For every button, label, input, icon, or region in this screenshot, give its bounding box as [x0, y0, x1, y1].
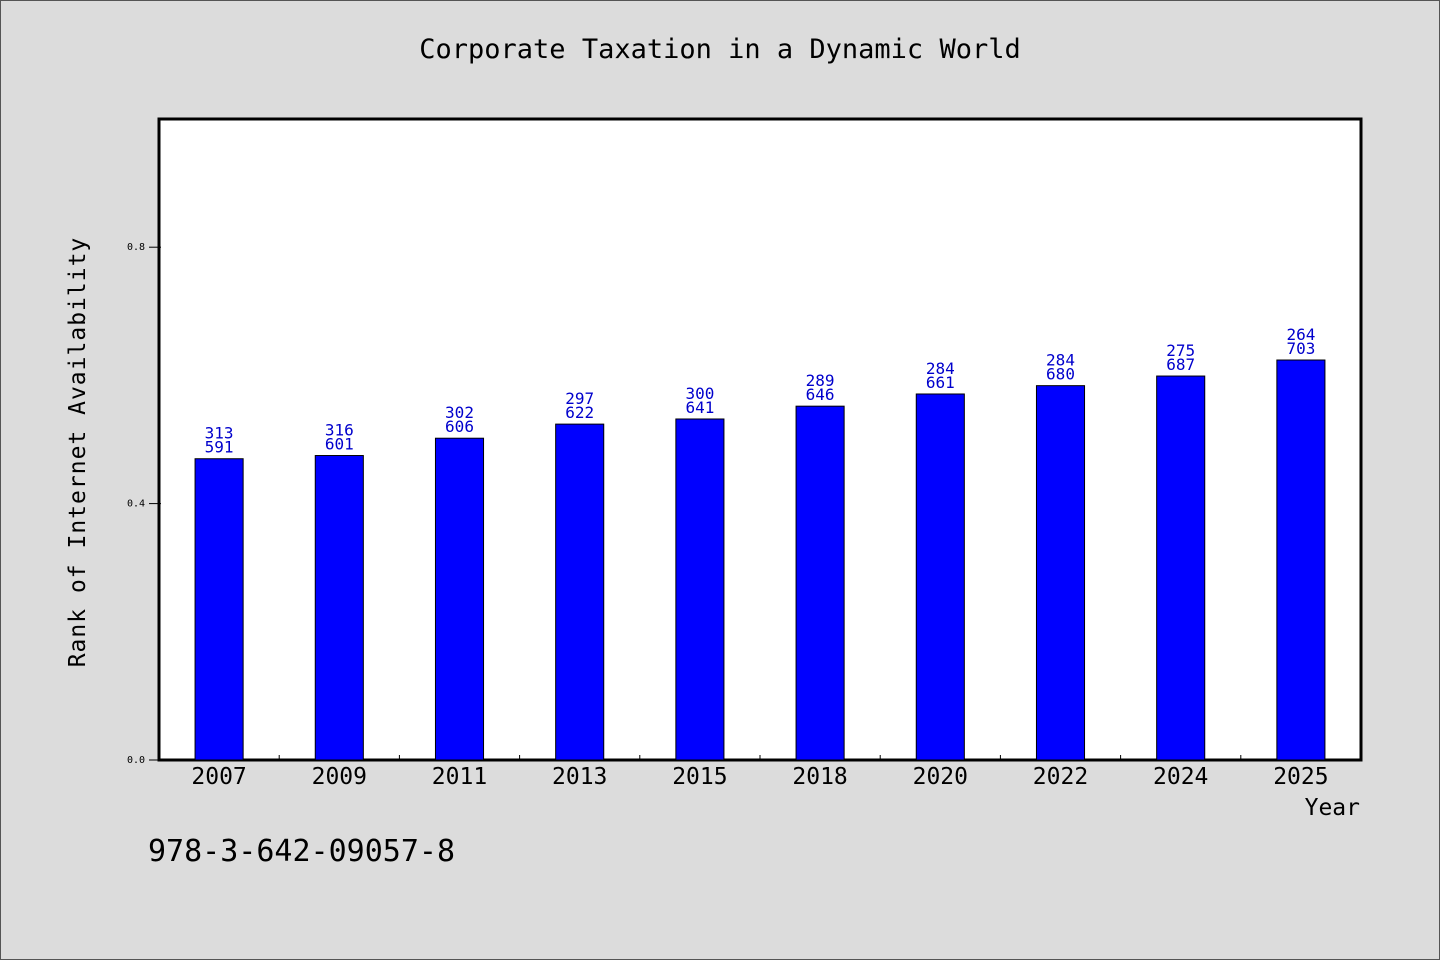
chart-title: Corporate Taxation in a Dynamic World: [419, 34, 1021, 65]
bar-label-bottom-2022: 680: [1046, 365, 1075, 384]
bar-2024: [1156, 375, 1206, 761]
x-tick-label-2022: 2022: [1033, 764, 1088, 790]
bar-label-bottom-2025: 703: [1286, 339, 1315, 358]
x-tick-label-2015: 2015: [672, 764, 727, 790]
x-tick-label-2009: 2009: [312, 764, 367, 790]
bar-label-bottom-2009: 601: [325, 435, 354, 454]
bar-2018: [795, 405, 845, 761]
bar-2025: [1276, 359, 1326, 761]
bar-label-top-2020: 284: [926, 359, 955, 378]
bar-label-top-2024: 275: [1166, 341, 1195, 360]
bar-2022: [1035, 385, 1086, 761]
bar-2007: [194, 458, 244, 761]
bar-label-bottom-2015: 641: [685, 398, 714, 417]
x-tick-label-2011: 2011: [432, 764, 487, 790]
bar-label-top-2025: 264: [1286, 325, 1315, 344]
bar-label-top-2018: 289: [806, 371, 835, 390]
bar-label-bottom-2018: 646: [806, 385, 835, 404]
x-tick-label-2020: 2020: [913, 764, 968, 790]
ticks-group: 0.0 0.4 0.8: [127, 242, 1242, 766]
bar-label-bottom-2013: 622: [565, 403, 594, 422]
bar-label-bottom-2011: 606: [445, 417, 474, 436]
bar-2009: [314, 455, 364, 761]
isbn-text: 978-3-642-09057-8: [148, 834, 456, 869]
y-tick-label: 0.8: [127, 242, 145, 253]
bar-2013: [555, 423, 605, 761]
bar-label-top-2009: 316: [325, 421, 354, 440]
bar-2015: [675, 418, 725, 761]
bar-label-bottom-2020: 661: [926, 373, 955, 392]
bars-group: [194, 359, 1326, 761]
bar-label-top-2013: 297: [565, 389, 594, 408]
bar-label-top-2007: 313: [205, 424, 234, 443]
x-tick-label-2018: 2018: [792, 764, 847, 790]
bar-2020: [915, 393, 965, 761]
bar-label-top-2011: 302: [445, 403, 474, 422]
x-tick-label-2013: 2013: [552, 764, 607, 790]
y-tick-label: 0.4: [127, 499, 145, 510]
x-tick-label-2007: 2007: [191, 764, 246, 790]
bar-label-top-2015: 300: [685, 384, 714, 403]
x-tick-label-2024: 2024: [1153, 764, 1208, 790]
bar-label-bottom-2024: 687: [1166, 355, 1195, 374]
x-axis-label: Year: [1304, 795, 1360, 821]
x-tick-label-2025: 2025: [1273, 764, 1328, 790]
bar-label-bottom-2007: 591: [205, 438, 234, 457]
y-tick-label: 0.0: [127, 755, 145, 766]
bar-label-top-2022: 284: [1046, 351, 1075, 370]
bar-2011: [434, 437, 485, 761]
